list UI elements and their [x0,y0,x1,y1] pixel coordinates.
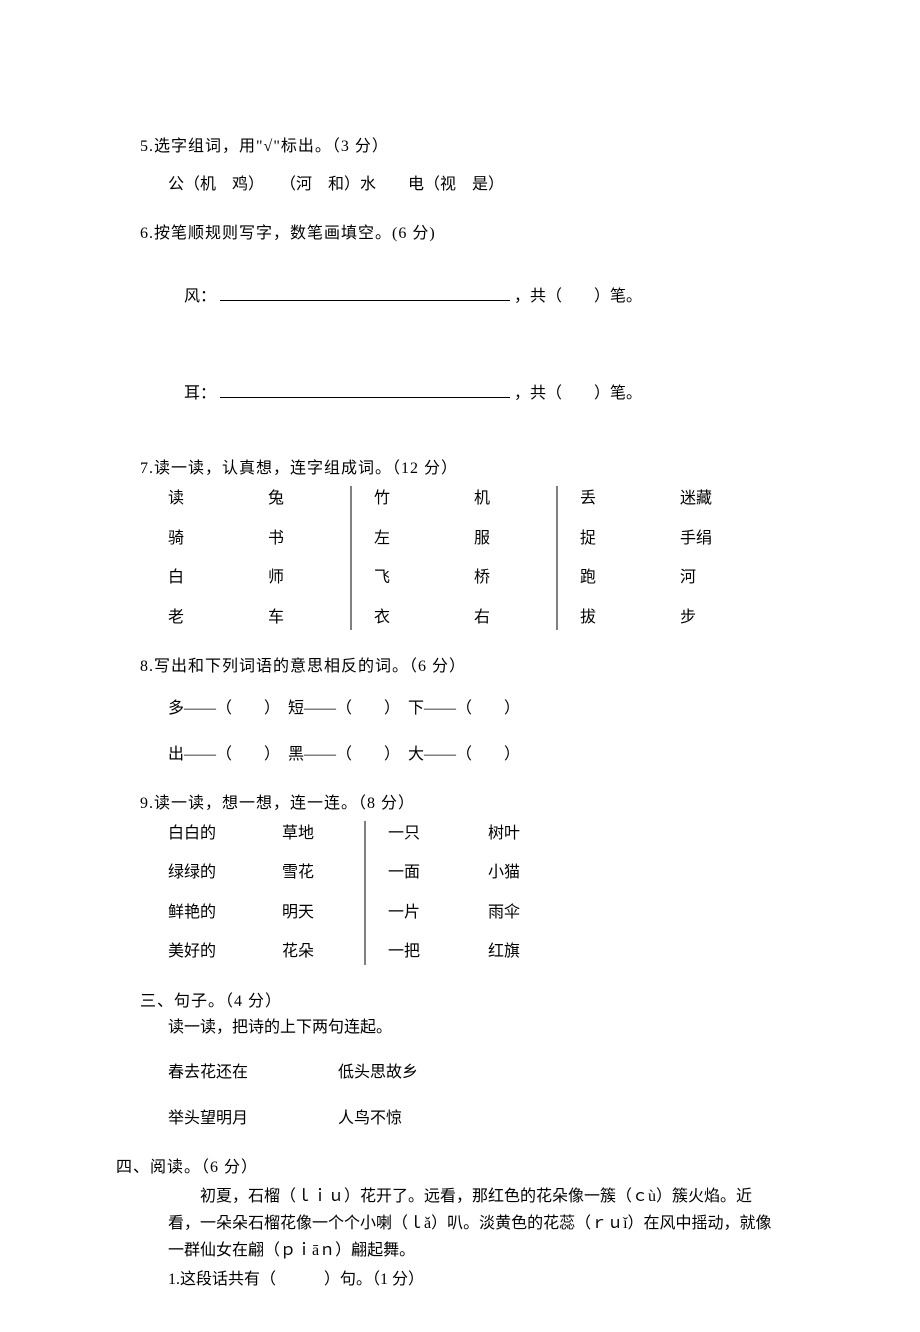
vertical-divider [364,821,366,965]
q8-heading: 8.写出和下列词语的意思相反的词。（6 分） [140,654,780,680]
q7-cell: 河 [680,565,754,591]
poem-right: 低头思故乡 [338,1060,418,1086]
q9-cell: 雪花 [282,860,342,886]
q9-cell: 一片 [388,900,448,926]
q9-cell: 树叶 [488,821,562,847]
q7-cell: 手绢 [680,526,754,552]
q7-cell: 步 [680,605,754,631]
q9-cell: 一只 [388,821,448,847]
q6-item2-suffix: ，共（ ）笔。 [514,385,642,402]
q7-cell: 右 [474,605,534,631]
q9-cell: 小猫 [488,860,562,886]
q7-cell: 书 [268,526,328,552]
q7-match-table: 读 骑 白 老 兔 书 师 车 竹 左 飞 衣 机 服 桥 右 丢 捉 跑 [168,486,780,630]
section3-title: 三、句子。（4 分） [140,989,780,1015]
blank-line [220,383,510,398]
q7-cell: 老 [168,605,228,631]
q6-heading: 6.按笔顺规则写字，数笔画填空。(6 分) [140,221,780,247]
q7-cell: 飞 [374,565,434,591]
q9-cell: 花朵 [282,939,342,965]
q7-cell: 丢 [580,486,640,512]
q7-cell: 左 [374,526,434,552]
q7-cell: 桥 [474,565,534,591]
q5-heading: 5.选字组词，用"√"标出。（3 分） [140,134,780,160]
q7-col3: 竹 左 飞 衣 [354,486,454,630]
q9-heading: 9.读一读，想一想，连一连。（8 分） [140,791,780,817]
q9-col2: 草地 雪花 明天 花朵 [262,821,362,965]
q6-item-1: 风： ，共（ ）笔。 [168,259,780,336]
q5-choices: 公（机 鸡） （河 和）水 电（视 是） [168,172,780,198]
q7-col5: 丢 捉 跑 拔 [560,486,660,630]
q7-cell: 迷藏 [680,486,754,512]
q9-cell: 一把 [388,939,448,965]
q6-item1-prefix: 风： [184,288,216,305]
q7-cell: 拔 [580,605,640,631]
q6-item-2: 耳： ，共（ ）笔。 [168,356,780,433]
q7-cell: 衣 [374,605,434,631]
section3-pair-row: 春去花还在 低头思故乡 [168,1060,780,1086]
worksheet-page: 5.选字组词，用"√"标出。（3 分） 公（机 鸡） （河 和）水 电（视 是）… [0,0,920,1332]
q7-cell: 机 [474,486,534,512]
q7-cell: 竹 [374,486,434,512]
q9-col1: 白白的 绿绿的 鲜艳的 美好的 [168,821,262,965]
q9-col3: 一只 一面 一片 一把 [368,821,468,965]
q7-heading: 7.读一读，认真想，连字组成词。（12 分） [140,456,780,482]
q9-match-table: 白白的 绿绿的 鲜艳的 美好的 草地 雪花 明天 花朵 一只 一面 一片 一把 … [168,821,780,965]
q9-cell: 绿绿的 [168,860,242,886]
q9-col4: 树叶 小猫 雨伞 红旗 [468,821,582,965]
q7-cell: 兔 [268,486,328,512]
section4-q1: 1.这段话共有（ ）句。（1 分） [168,1267,780,1293]
poem-left: 举头望明月 [168,1106,248,1132]
q9-cell: 白白的 [168,821,242,847]
section4-title: 四、阅读。（6 分） [116,1155,780,1181]
q7-col6: 迷藏 手绢 河 步 [660,486,774,630]
q7-cell: 师 [268,565,328,591]
vertical-divider [556,486,558,630]
q9-cell: 红旗 [488,939,562,965]
q7-col2: 兔 书 师 车 [248,486,348,630]
q7-col1: 读 骑 白 老 [168,486,248,630]
q9-cell: 鲜艳的 [168,900,242,926]
poem-left: 春去花还在 [168,1060,248,1086]
q9-cell: 明天 [282,900,342,926]
vertical-divider [350,486,352,630]
section3-instruction: 读一读，把诗的上下两句连起。 [168,1015,780,1041]
q8-line2: 出——（ ） 黑——（ ） 大——（ ） [168,742,780,768]
blank-line [220,286,510,301]
q9-cell: 一面 [388,860,448,886]
section4-passage: 初夏，石榴（ｌｉｕ）花开了。远看，那红色的花朵像一簇（ｃù）簇火焰。近看，一朵朵… [168,1183,780,1265]
q6-item2-prefix: 耳： [184,385,216,402]
poem-right: 人鸟不惊 [338,1106,402,1132]
q9-cell: 雨伞 [488,900,562,926]
q7-cell: 服 [474,526,534,552]
q7-col4: 机 服 桥 右 [454,486,554,630]
q7-cell: 跑 [580,565,640,591]
q7-cell: 车 [268,605,328,631]
q9-cell: 美好的 [168,939,242,965]
q7-cell: 白 [168,565,228,591]
section3-pair-row: 举头望明月 人鸟不惊 [168,1106,780,1132]
q7-cell: 骑 [168,526,228,552]
q9-cell: 草地 [282,821,342,847]
q7-cell: 读 [168,486,228,512]
q6-item1-suffix: ，共（ ）笔。 [514,288,642,305]
q8-line1: 多——（ ） 短——（ ） 下——（ ） [168,696,780,722]
q7-cell: 捉 [580,526,640,552]
